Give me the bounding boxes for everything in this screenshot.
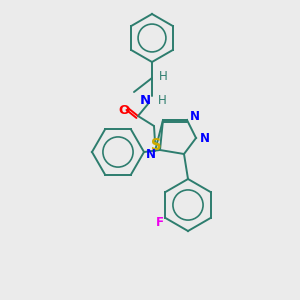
Text: H: H: [159, 70, 168, 83]
Text: N: N: [146, 148, 156, 161]
Text: N: N: [140, 94, 151, 106]
Text: O: O: [118, 103, 130, 116]
Text: H: H: [158, 94, 167, 106]
Text: N: N: [200, 131, 210, 145]
Text: F: F: [155, 215, 164, 229]
Text: N: N: [190, 110, 200, 122]
Text: S: S: [151, 139, 161, 154]
